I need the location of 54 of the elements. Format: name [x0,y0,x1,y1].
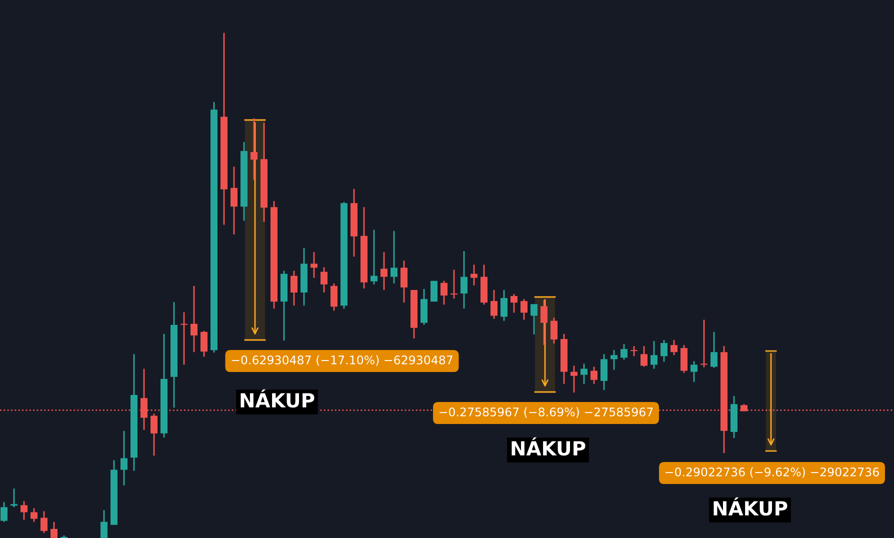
candlestick [590,366,598,385]
candlestick [640,345,648,368]
candlestick [370,229,378,286]
candlestick [380,251,388,291]
candlestick [620,343,628,360]
candlestick [420,288,428,326]
candlestick [600,353,608,391]
annotation: NÁKUP [714,497,788,516]
candlestick [490,289,498,320]
candlestick [700,319,708,368]
candlestick [520,298,528,320]
candlestick [190,285,198,353]
candlestick [660,339,668,362]
candlestick [120,430,128,486]
candlestick [150,413,158,456]
candlestick [470,264,478,286]
candlestick [30,508,38,523]
candlestick [710,331,718,368]
candlestick [570,365,578,394]
candlestick [680,344,688,374]
candlestick [310,251,318,279]
candlestick [330,282,338,312]
candlestick [10,488,18,508]
candlestick [290,270,298,306]
candlestick [530,303,538,336]
candlestick [40,510,48,534]
candlestick [670,339,678,356]
candlestick [20,500,28,521]
candlestick [450,269,458,300]
candlestick [690,360,698,383]
candlestick [200,330,208,358]
candlestick [610,349,618,370]
candlestick [390,230,398,284]
candlestick [500,289,508,322]
annotation: NÁKUP [512,437,586,456]
candlestick [440,280,448,306]
candlestick [230,166,238,236]
candlestick [510,293,518,314]
candlestick [400,260,408,304]
candlestick [180,311,188,366]
annotation: −0.29022736 (−9.62%) −29022736 [666,467,879,478]
candlestick [460,250,468,310]
annotation: NÁKUP [240,389,314,408]
candlestick [630,345,638,357]
annotation: −0.27585967 (−8.69%) −27585967 [440,407,653,418]
candlestick [550,317,558,344]
candlestick [0,501,8,523]
candlestick [100,510,108,538]
candlestick [250,118,258,181]
candlestick [320,266,328,294]
candlestick [50,521,58,538]
candlestick [580,363,588,385]
annotation: −0.62930487 (−17.10%) −62930487 [232,355,452,366]
candlestick [650,340,658,370]
